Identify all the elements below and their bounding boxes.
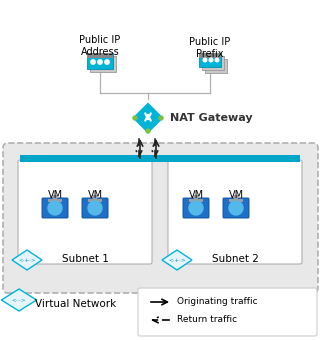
- FancyBboxPatch shape: [205, 59, 227, 73]
- Polygon shape: [1, 289, 37, 311]
- Circle shape: [88, 201, 102, 215]
- Circle shape: [105, 60, 109, 64]
- Bar: [229, 199, 243, 202]
- FancyBboxPatch shape: [138, 288, 317, 336]
- Bar: [189, 199, 203, 202]
- FancyBboxPatch shape: [87, 53, 113, 69]
- FancyBboxPatch shape: [199, 53, 221, 67]
- Bar: [234, 195, 238, 202]
- Text: <·+·>: <·+·>: [168, 257, 186, 262]
- Circle shape: [146, 129, 150, 133]
- FancyBboxPatch shape: [3, 143, 318, 293]
- Bar: [87, 53, 113, 58]
- Bar: [88, 199, 102, 202]
- FancyBboxPatch shape: [168, 160, 302, 264]
- Bar: [93, 195, 97, 202]
- Circle shape: [98, 60, 102, 64]
- Bar: [194, 195, 198, 202]
- FancyBboxPatch shape: [183, 198, 209, 218]
- Text: Subnet 1: Subnet 1: [61, 254, 109, 264]
- Circle shape: [203, 58, 207, 62]
- FancyBboxPatch shape: [42, 198, 68, 218]
- Text: Public IP
Prefix: Public IP Prefix: [189, 37, 231, 58]
- Polygon shape: [162, 250, 192, 270]
- Circle shape: [209, 58, 213, 62]
- Text: NAT Gateway: NAT Gateway: [170, 113, 253, 123]
- FancyBboxPatch shape: [202, 56, 224, 70]
- Text: VM: VM: [87, 190, 103, 200]
- Circle shape: [189, 201, 203, 215]
- Text: VM: VM: [47, 190, 62, 200]
- Bar: [199, 53, 221, 58]
- Circle shape: [215, 58, 219, 62]
- Text: VM: VM: [229, 190, 244, 200]
- Text: VM: VM: [188, 190, 204, 200]
- FancyBboxPatch shape: [82, 198, 108, 218]
- Text: Virtual Network: Virtual Network: [35, 299, 116, 309]
- Text: <·+·>: <·+·>: [18, 257, 36, 262]
- Text: Originating traffic: Originating traffic: [177, 298, 258, 306]
- Text: Subnet 2: Subnet 2: [212, 254, 258, 264]
- Circle shape: [159, 116, 163, 120]
- FancyBboxPatch shape: [223, 198, 249, 218]
- Polygon shape: [131, 101, 165, 135]
- Bar: [53, 195, 57, 202]
- Bar: [48, 199, 62, 202]
- Polygon shape: [12, 250, 42, 270]
- FancyBboxPatch shape: [18, 160, 152, 264]
- Bar: [20, 155, 300, 162]
- Circle shape: [133, 116, 137, 120]
- Text: Return traffic: Return traffic: [177, 316, 237, 324]
- Text: Public IP
Address: Public IP Address: [79, 35, 121, 56]
- Text: <···>: <···>: [12, 298, 26, 303]
- FancyBboxPatch shape: [90, 56, 116, 72]
- Circle shape: [229, 201, 243, 215]
- Circle shape: [91, 60, 95, 64]
- Circle shape: [48, 201, 62, 215]
